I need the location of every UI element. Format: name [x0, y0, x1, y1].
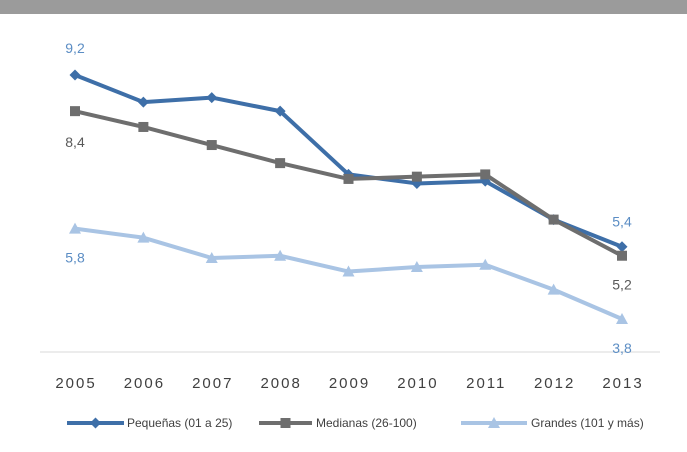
legend-item: Grandes (101 y más) [461, 416, 644, 430]
x-tick-label: 2010 [397, 375, 438, 392]
data-point [205, 252, 218, 263]
data-point [547, 283, 560, 295]
legend-item: Medianas (26-100) [259, 416, 417, 430]
data-labels: 9,2 8,4 5,8 5,4 5,2 3,8 [65, 40, 632, 356]
x-tick-labels: 2005 2006 2007 2008 2009 2010 2011 2012 2013 [55, 375, 643, 392]
data-point [342, 265, 355, 277]
series-line [73, 73, 624, 249]
data-point [480, 169, 491, 180]
x-tick-label: 2008 [260, 375, 301, 392]
x-tick-label: 2005 [55, 375, 96, 392]
x-tick-label: 2012 [534, 375, 575, 392]
data-point [69, 222, 81, 234]
series-square [70, 106, 627, 261]
data-point [137, 96, 149, 108]
legend-label: Medianas (26-100) [316, 416, 417, 430]
series-diamond [69, 69, 628, 253]
data-point [70, 106, 80, 117]
data-point [69, 69, 81, 81]
legend: Pequeñas (01 a 25) Medianas (26-100) Grand… [67, 416, 644, 430]
x-tick-label: 2013 [602, 375, 643, 392]
top-band [0, 0, 687, 14]
data-label: 5,8 [65, 250, 85, 266]
data-point [617, 250, 627, 261]
data-label: 9,2 [65, 40, 85, 56]
data-point [274, 105, 286, 117]
data-point [206, 92, 218, 104]
data-point [410, 261, 423, 273]
legend-label: Grandes (101 y más) [531, 416, 644, 430]
data-point [479, 258, 492, 270]
series-layer [69, 69, 628, 324]
data-point [411, 171, 422, 182]
x-tick-label: 2007 [192, 375, 233, 392]
data-point [137, 231, 150, 243]
x-tick-label: 2011 [466, 375, 506, 392]
legend-marker [280, 418, 291, 428]
data-label: 8,4 [65, 134, 85, 150]
data-point [206, 140, 217, 151]
data-point [275, 158, 286, 169]
legend-label: Pequeñas (01 a 25) [127, 416, 232, 430]
data-point [274, 249, 287, 261]
legend-marker [488, 417, 500, 428]
data-point [343, 173, 354, 184]
legend-item: Pequeñas (01 a 25) [67, 416, 232, 430]
data-label: 5,4 [612, 214, 632, 230]
data-point [548, 214, 559, 225]
data-point [616, 313, 628, 324]
data-point [138, 121, 149, 132]
x-tick-label: 2006 [124, 375, 165, 392]
series-triangle [69, 222, 628, 324]
data-label: 5,2 [612, 277, 632, 293]
data-point [616, 241, 628, 253]
legend-marker [90, 417, 101, 429]
x-tick-label: 2009 [329, 375, 370, 392]
data-label: 3,8 [612, 340, 632, 356]
